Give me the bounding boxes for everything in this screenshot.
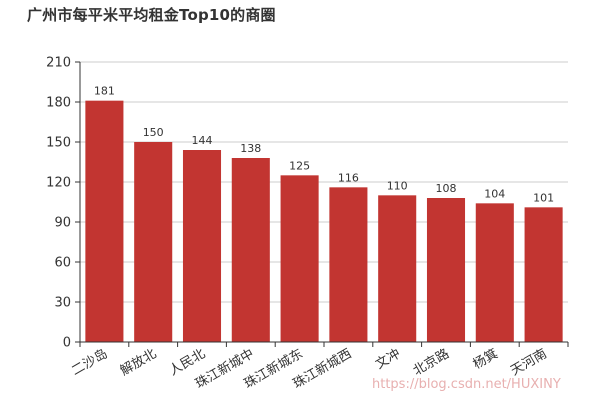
- bar-value-label: 181: [94, 85, 115, 98]
- bar-value-label: 104: [484, 187, 505, 200]
- bar-value-label: 108: [436, 182, 457, 195]
- bars: [85, 100, 563, 343]
- y-axis-ticks: 0 30 60 90 120 150 180 210: [46, 56, 80, 351]
- y-tick-label: 150: [46, 136, 71, 151]
- bar: [524, 207, 563, 342]
- y-tick-label: 60: [54, 256, 71, 271]
- bar-value-label: 110: [387, 179, 408, 192]
- bar: [231, 158, 270, 342]
- bar-value-label: 101: [533, 191, 554, 204]
- bar-value-label: 125: [289, 159, 310, 172]
- bar-value-label: 116: [338, 171, 359, 184]
- bar-value-label: 150: [143, 126, 164, 139]
- bar: [280, 175, 319, 342]
- x-tick-label: 杨箕: [470, 346, 501, 373]
- y-tick-label: 90: [54, 216, 71, 231]
- y-tick-label: 210: [46, 56, 71, 71]
- y-tick-label: 30: [54, 296, 71, 311]
- x-tick-label: 解放北: [118, 346, 159, 378]
- x-tick-label: 北京路: [410, 346, 452, 379]
- watermark-text: https://blog.csdn.net/HUXINY: [372, 377, 561, 392]
- bar: [85, 100, 124, 343]
- x-tick-label: 文冲: [373, 346, 403, 372]
- y-tick-label: 120: [46, 176, 71, 191]
- bar: [378, 195, 417, 342]
- bar: [426, 198, 466, 342]
- bar: [134, 142, 173, 342]
- bar: [475, 203, 514, 342]
- chart-title: 广州市每平米平均租金Top10的商圈: [27, 6, 276, 24]
- x-tick-label: 二沙岛: [69, 346, 111, 379]
- y-tick-label: 180: [46, 96, 71, 111]
- bar-value-label: 138: [240, 142, 261, 155]
- bar: [329, 187, 368, 342]
- value-labels: 181 150 144 138 125 116 110 108 104 101: [94, 85, 554, 205]
- bar: [182, 150, 222, 342]
- x-tick-label: 天河南: [508, 346, 550, 379]
- bar-value-label: 144: [192, 134, 213, 147]
- y-tick-label: 0: [63, 336, 71, 351]
